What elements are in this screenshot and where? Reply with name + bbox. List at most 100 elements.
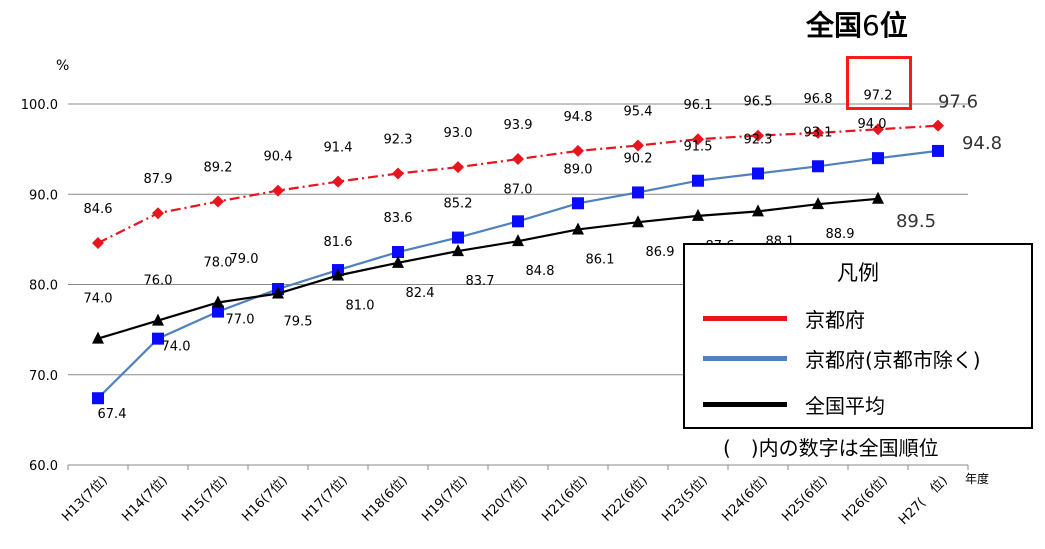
x-tick-label: H21(6位) <box>539 473 590 524</box>
data-label: 96.5 <box>744 95 773 110</box>
data-label: 92.3 <box>744 132 773 147</box>
data-point <box>272 286 284 299</box>
data-point <box>752 167 764 180</box>
data-label: 85.2 <box>444 197 473 212</box>
series-group <box>92 119 944 405</box>
data-point <box>632 215 644 228</box>
data-point <box>332 268 344 281</box>
data-label: 81.0 <box>346 298 375 313</box>
legend-label: 京都府(京都市除く) <box>805 347 981 372</box>
rank-annotation: 全国6位 <box>806 9 908 42</box>
data-label: 86.1 <box>586 252 615 267</box>
data-point <box>752 129 764 142</box>
data-point <box>692 208 704 221</box>
data-point <box>92 392 104 405</box>
data-point <box>812 126 824 139</box>
data-point <box>752 204 764 217</box>
data-label: 97.6 <box>938 92 978 113</box>
x-tick-label: H13(7位) <box>59 473 110 524</box>
x-axis-label: 年度 <box>965 471 989 486</box>
legend-label: 京都府 <box>805 307 865 332</box>
data-label: 67.4 <box>98 407 127 422</box>
x-tick-label: H15(7位) <box>179 473 230 524</box>
data-point <box>932 144 944 157</box>
legend-item-national: 全国平均 <box>703 389 885 419</box>
x-tick-label: H23(5位) <box>659 473 710 524</box>
data-point <box>212 305 224 318</box>
data-label: 94.8 <box>962 133 1002 154</box>
data-label: 93.0 <box>444 126 473 141</box>
data-labels: 84.6 87.9 89.2 90.4 91.4 92.3 93.0 93.9 94.8 95.4… <box>84 88 1003 422</box>
data-point <box>452 244 464 257</box>
data-point <box>872 191 884 204</box>
data-point <box>812 197 824 210</box>
data-label: 83.7 <box>466 274 495 289</box>
data-point <box>812 160 824 173</box>
data-point <box>332 175 344 188</box>
data-label: 91.4 <box>324 141 353 156</box>
x-tick-label: H14(7位) <box>119 473 170 524</box>
data-label: 89.2 <box>204 160 233 175</box>
data-point <box>92 331 104 344</box>
legend: 凡例 京都府 京都府(京都市除く) 全国平均 <box>683 243 1033 429</box>
data-point <box>452 231 464 244</box>
data-label: 77.0 <box>226 313 255 328</box>
x-tick-label: H25(6位) <box>779 473 830 524</box>
data-label: 95.4 <box>624 105 653 120</box>
data-label: 91.5 <box>684 140 713 155</box>
y-tick-label: 100.0 <box>21 98 58 113</box>
data-point <box>452 161 464 174</box>
y-tick-label: 80.0 <box>29 279 58 294</box>
data-point <box>572 144 584 157</box>
data-point <box>872 152 884 165</box>
data-point <box>572 197 584 210</box>
series-line <box>97 124 939 244</box>
y-tick-label: 90.0 <box>29 188 58 203</box>
legend-item-kyoto: 京都府 <box>703 303 865 333</box>
x-tick-label: H19(7位) <box>419 473 470 524</box>
data-point <box>152 313 164 326</box>
data-label: 94.8 <box>564 110 593 125</box>
legend-swatch-blue <box>703 355 787 361</box>
series-line <box>97 197 879 340</box>
data-label: 79.0 <box>230 252 259 267</box>
x-tick-label: H26(6位) <box>839 473 890 524</box>
data-point <box>152 332 164 345</box>
legend-item-kyoto-excl-city: 京都府(京都市除く) <box>703 343 981 373</box>
data-point <box>212 295 224 308</box>
data-point <box>212 195 224 208</box>
data-point <box>932 119 944 132</box>
data-label: 96.1 <box>684 98 713 113</box>
legend-swatch-black <box>703 401 787 407</box>
x-tick-label: H24(6位) <box>719 473 770 524</box>
x-axis: H13(7位) H14(7位) H15(7位) H16(7位) H17(7位) H18(6… <box>59 465 989 528</box>
data-label: 83.6 <box>384 211 413 226</box>
data-point <box>632 139 644 152</box>
data-label: 74.0 <box>162 340 191 355</box>
legend-swatch-red <box>703 315 787 321</box>
data-label: 84.8 <box>526 264 555 279</box>
data-point <box>392 255 404 268</box>
data-label: 78.0 <box>204 256 233 271</box>
data-point <box>512 215 524 228</box>
y-tick-label: 70.0 <box>29 369 58 384</box>
y-axis: 60.0 70.0 80.0 90.0 100.0% <box>21 58 70 474</box>
data-label: 84.6 <box>84 202 113 217</box>
data-point <box>692 174 704 187</box>
data-label: 96.8 <box>804 92 833 107</box>
data-label: 87.0 <box>504 182 533 197</box>
data-point <box>392 246 404 259</box>
legend-title: 凡例 <box>837 261 879 285</box>
data-point <box>632 186 644 199</box>
data-label: 93.1 <box>804 125 833 140</box>
data-label: 92.3 <box>384 132 413 147</box>
footnote: ( )内の数字は全国順位 <box>723 436 939 460</box>
data-label: 90.2 <box>624 151 653 166</box>
data-label: 87.9 <box>144 172 173 187</box>
highlight-box <box>846 56 912 110</box>
data-point <box>392 167 404 180</box>
data-label: 81.6 <box>324 235 353 250</box>
x-tick-label: H27( 位) <box>896 473 951 528</box>
data-label: 88.9 <box>826 227 855 242</box>
